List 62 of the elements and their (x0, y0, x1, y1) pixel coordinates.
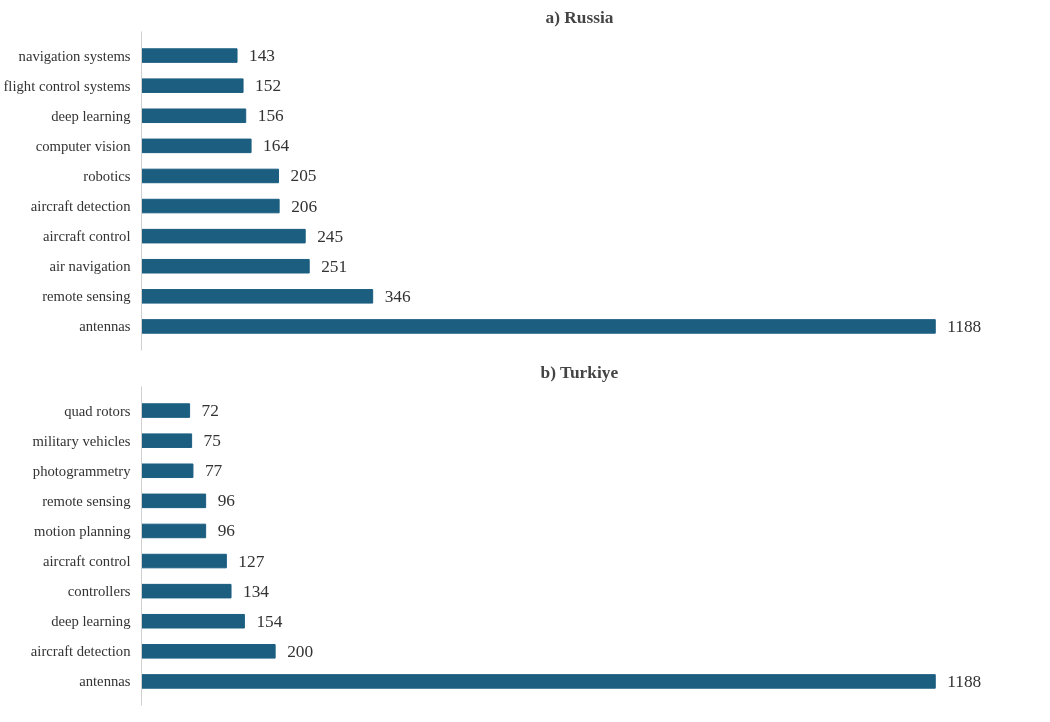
bar (141, 403, 191, 418)
bar (141, 78, 244, 93)
data-label: 96 (217, 521, 236, 541)
y-tick-label: motion planning (34, 522, 132, 539)
bar (141, 493, 207, 509)
y-tick-label: photogrammetry (32, 462, 132, 479)
bar (141, 258, 310, 274)
bar (141, 613, 245, 629)
chart-title: a) Russia (545, 7, 614, 27)
data-label: 245 (317, 226, 344, 246)
data-label: 154 (256, 611, 283, 631)
bar (141, 138, 252, 154)
data-label: 346 (384, 286, 411, 306)
y-tick-label: robotics (83, 167, 131, 184)
y-tick-label: aircraft detection (30, 198, 132, 215)
data-label: 156 (257, 106, 285, 126)
bar (141, 644, 276, 659)
chart-title: b) Turkiye (540, 362, 619, 382)
y-tick-label: aircraft detection (30, 643, 132, 660)
y-tick-label: antennas (79, 318, 131, 335)
data-label: 143 (249, 46, 276, 66)
y-tick-label: remote sensing (42, 492, 132, 509)
y-tick-label: flight control systems (3, 77, 131, 94)
data-label: 96 (217, 491, 236, 511)
y-tick-label: deep learning (51, 107, 132, 124)
y-tick-label: military vehicles (32, 432, 131, 449)
data-label: 251 (321, 256, 348, 276)
data-label: 200 (287, 641, 314, 661)
bar (141, 168, 279, 184)
y-tick-label: aircraft control (43, 553, 131, 570)
data-label: 134 (243, 581, 270, 601)
y-tick-label: aircraft control (43, 228, 131, 245)
bar (141, 48, 238, 63)
y-tick-label: quad rotors (64, 402, 131, 419)
y-tick-label: navigation systems (18, 47, 131, 64)
data-label: 205 (290, 166, 317, 186)
data-label: 72 (201, 401, 219, 421)
data-label: 77 (204, 461, 223, 481)
bar (141, 674, 936, 689)
bar (141, 553, 227, 569)
data-label: 127 (238, 551, 265, 571)
y-tick-label: controllers (67, 583, 131, 600)
y-tick-label: remote sensing (42, 288, 132, 305)
y-tick-label: deep learning (51, 613, 132, 630)
bar (141, 583, 232, 599)
y-tick-label: air navigation (49, 258, 132, 275)
data-label: 206 (291, 196, 318, 216)
bar (141, 523, 207, 539)
bar (141, 108, 247, 124)
bar (141, 198, 280, 214)
bar (141, 228, 306, 244)
bar (141, 433, 193, 448)
data-label: 1188 (947, 316, 982, 336)
data-label: 1188 (947, 671, 982, 691)
data-label: 75 (203, 431, 221, 451)
data-label: 164 (263, 136, 290, 156)
data-label: 152 (255, 76, 282, 96)
bar (141, 289, 374, 304)
bar (141, 463, 194, 479)
y-tick-label: antennas (79, 673, 131, 690)
y-tick-label: computer vision (35, 137, 132, 154)
bar (141, 319, 936, 334)
